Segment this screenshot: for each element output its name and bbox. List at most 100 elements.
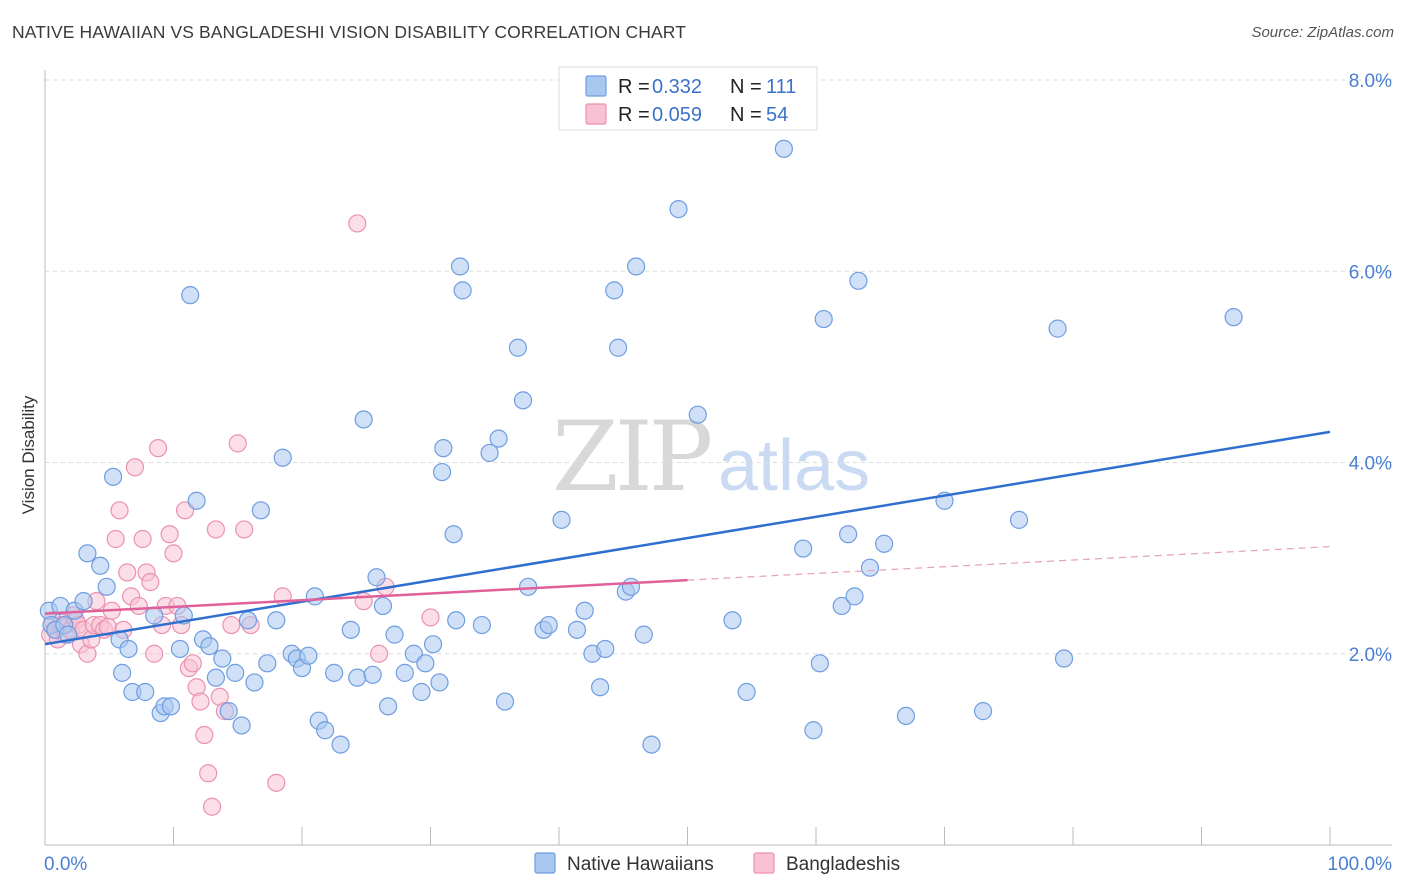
point-native-hawaiians-66 xyxy=(453,281,472,300)
watermark: ZIP atlas xyxy=(552,401,870,513)
legend-swatch-bangladeshis xyxy=(585,103,607,125)
point-native-hawaiians-55 xyxy=(395,663,414,682)
point-native-hawaiians-103 xyxy=(875,534,894,553)
point-native-hawaiians-60 xyxy=(430,673,449,692)
point-native-hawaiians-59 xyxy=(423,635,443,654)
point-native-hawaiians-42 xyxy=(305,587,324,606)
point-native-hawaiians-100 xyxy=(845,587,864,606)
y-tick-label-2: 6.0% xyxy=(1349,262,1392,283)
point-native-hawaiians-7 xyxy=(74,592,93,611)
point-native-hawaiians-70 xyxy=(495,692,515,711)
point-bangladeshis-53 xyxy=(235,520,254,539)
point-native-hawaiians-24 xyxy=(187,491,206,510)
point-native-hawaiians-50 xyxy=(363,665,382,684)
point-native-hawaiians-14 xyxy=(119,639,138,659)
watermark-zip: ZIP xyxy=(552,401,711,513)
legend: R = 0.332 N = 111 R = 0.059 N = 54 xyxy=(558,66,818,131)
point-bangladeshis-57 xyxy=(348,214,367,233)
point-bangladeshis-52 xyxy=(228,434,247,453)
point-native-hawaiians-52 xyxy=(373,596,393,616)
point-native-hawaiians-90 xyxy=(688,405,707,424)
point-native-hawaiians-29 xyxy=(219,702,238,721)
point-native-hawaiians-51 xyxy=(367,568,386,587)
point-native-hawaiians-85 xyxy=(621,577,641,596)
legend-n-value-2: 54 xyxy=(766,104,788,126)
point-native-hawaiians-65 xyxy=(450,257,470,276)
point-native-hawaiians-69 xyxy=(489,429,508,448)
point-bangladeshis-47 xyxy=(202,797,222,816)
point-native-hawaiians-80 xyxy=(591,678,610,697)
point-native-hawaiians-107 xyxy=(1009,510,1029,529)
point-native-hawaiians-92 xyxy=(737,682,756,702)
point-native-hawaiians-49 xyxy=(354,410,373,429)
y-tick-label-0: 2.0% xyxy=(1349,645,1392,666)
bottom-legend: Native Hawaiians Bangladeshis xyxy=(534,852,900,875)
point-bangladeshis-51 xyxy=(222,615,241,635)
point-bangladeshis-59 xyxy=(370,644,389,663)
trend-line-bangladeshis xyxy=(44,578,688,615)
point-native-hawaiians-104 xyxy=(896,706,916,726)
point-native-hawaiians-46 xyxy=(331,735,350,754)
legend-r-value-2: 0.059 xyxy=(652,104,702,126)
point-native-hawaiians-87 xyxy=(634,625,653,644)
point-bangladeshis-42 xyxy=(183,654,202,673)
point-native-hawaiians-77 xyxy=(567,620,587,639)
point-native-hawaiians-11 xyxy=(104,467,123,486)
point-native-hawaiians-97 xyxy=(814,309,833,329)
trend-line-native-hawaiians xyxy=(44,430,1331,646)
point-native-hawaiians-34 xyxy=(251,501,270,520)
data-points xyxy=(39,139,1243,816)
point-bangladeshis-46 xyxy=(199,764,218,783)
point-native-hawaiians-75 xyxy=(539,615,558,635)
point-native-hawaiians-30 xyxy=(226,663,245,682)
point-native-hawaiians-44 xyxy=(316,721,335,740)
point-native-hawaiians-99 xyxy=(839,525,858,544)
point-native-hawaiians-94 xyxy=(794,539,813,558)
point-native-hawaiians-9 xyxy=(91,556,110,575)
legend-n-value-1: 111 xyxy=(766,76,796,98)
point-native-hawaiians-81 xyxy=(596,639,615,659)
point-native-hawaiians-37 xyxy=(273,448,292,467)
point-native-hawaiians-67 xyxy=(472,615,491,635)
point-native-hawaiians-101 xyxy=(849,271,868,290)
point-native-hawaiians-61 xyxy=(432,462,452,482)
point-bangladeshis-55 xyxy=(267,773,286,792)
point-native-hawaiians-48 xyxy=(348,668,367,687)
point-bangladeshis-45 xyxy=(195,725,214,745)
point-native-hawaiians-63 xyxy=(444,525,463,544)
point-native-hawaiians-76 xyxy=(552,510,571,529)
point-native-hawaiians-26 xyxy=(200,636,219,656)
point-native-hawaiians-16 xyxy=(136,682,155,702)
point-native-hawaiians-32 xyxy=(238,611,258,630)
point-native-hawaiians-28 xyxy=(213,649,232,668)
legend-r-label-1: R = xyxy=(618,76,650,98)
point-native-hawaiians-10 xyxy=(97,577,116,596)
point-bangladeshis-48 xyxy=(206,520,226,539)
point-native-hawaiians-78 xyxy=(575,601,594,620)
point-native-hawaiians-47 xyxy=(341,620,360,639)
point-native-hawaiians-35 xyxy=(258,654,277,673)
legend-r-value-1: 0.332 xyxy=(652,76,702,98)
x-tick-label-1: 100.0% xyxy=(1328,854,1393,875)
point-bangladeshis-61 xyxy=(421,608,440,627)
y-tick-label-3: 8.0% xyxy=(1349,71,1392,92)
bottom-legend-bangladeshis: Bangladeshis xyxy=(786,854,900,875)
point-bangladeshis-37 xyxy=(164,544,183,563)
x-tick-label-0: 0.0% xyxy=(44,854,87,875)
point-bangladeshis-36 xyxy=(160,525,179,544)
point-native-hawaiians-41 xyxy=(299,646,318,665)
point-native-hawaiians-58 xyxy=(416,654,435,673)
point-native-hawaiians-82 xyxy=(605,281,624,300)
point-native-hawaiians-95 xyxy=(804,721,823,740)
point-native-hawaiians-71 xyxy=(508,338,527,357)
legend-n-label-2: N = xyxy=(730,104,762,126)
point-native-hawaiians-96 xyxy=(810,654,829,673)
grid-lines xyxy=(45,79,1392,655)
point-bangladeshis-23 xyxy=(110,501,129,520)
trend-line-bangladeshis-extension xyxy=(687,546,1331,581)
point-bangladeshis-44 xyxy=(191,692,210,711)
point-native-hawaiians-36 xyxy=(267,611,286,630)
bottom-legend-swatch-native-hawaiians xyxy=(534,852,556,874)
legend-r-label-2: R = xyxy=(618,104,650,126)
